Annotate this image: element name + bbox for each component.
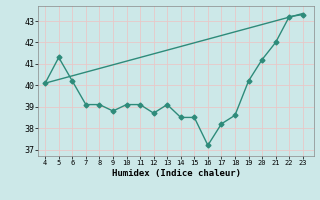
X-axis label: Humidex (Indice chaleur): Humidex (Indice chaleur) [111,169,241,178]
